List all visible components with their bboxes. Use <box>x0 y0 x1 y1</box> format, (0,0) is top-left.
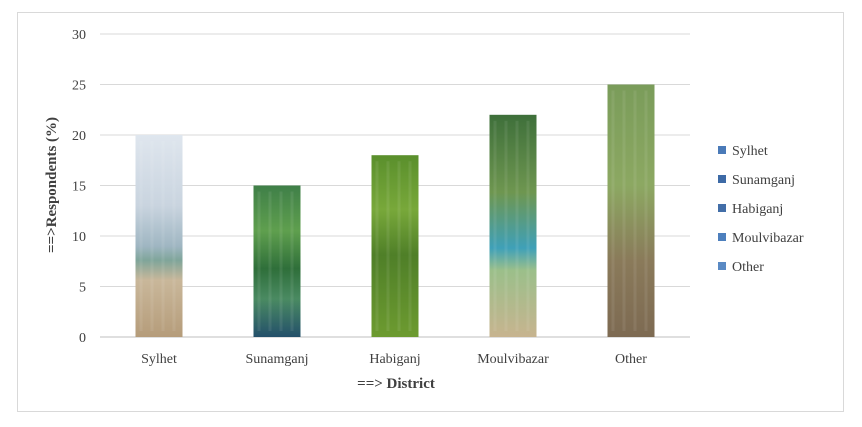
bar-texture-streak <box>633 90 637 331</box>
legend-swatch <box>718 233 726 241</box>
bars <box>135 84 655 337</box>
bar-texture-streak <box>161 141 165 331</box>
bar-texture-streak <box>622 90 626 331</box>
y-tick-label: 30 <box>72 28 86 43</box>
bar-texture-streak <box>139 141 143 331</box>
bar-texture-streak <box>493 120 497 331</box>
legend-label: Other <box>732 260 764 275</box>
bar-texture-streak <box>526 120 530 331</box>
y-tick-label: 20 <box>72 129 86 144</box>
x-axis-title: ==> District <box>357 376 435 392</box>
legend-item: Sylhet <box>718 144 768 159</box>
bar-texture-streak <box>268 191 272 331</box>
bar-group <box>607 84 655 337</box>
x-tick-label: Habiganj <box>369 352 420 367</box>
bar-texture-streak <box>644 90 648 331</box>
bar-texture-streak <box>279 191 283 331</box>
y-tick-labels: 0 5 10 15 20 25 30 <box>72 28 86 346</box>
bar-group <box>135 135 183 337</box>
y-axis-title: ==>Respondents (%) <box>44 117 60 253</box>
legend-label: Habiganj <box>732 202 783 217</box>
bar-habiganj <box>371 155 419 337</box>
bar-texture-streak <box>150 141 154 331</box>
legend-label: Sylhet <box>732 144 768 159</box>
bar-texture-streak <box>408 161 412 331</box>
bar-group <box>253 185 301 337</box>
legend-swatch <box>718 175 726 183</box>
bar-group <box>371 155 419 337</box>
bar-texture-streak <box>504 120 508 331</box>
legend: Sylhet Sunamganj Habiganj Moulvibazar Other <box>718 144 804 275</box>
bar-sunamganj <box>253 185 301 337</box>
bar-texture-streak <box>172 141 176 331</box>
bar-texture-streak <box>386 161 390 331</box>
legend-item: Sunamganj <box>718 173 795 188</box>
bar-other <box>607 84 655 337</box>
x-tick-label: Sunamganj <box>246 352 309 367</box>
x-tick-label: Moulvibazar <box>477 352 549 367</box>
bar-texture-streak <box>515 120 519 331</box>
bar-texture-streak <box>375 161 379 331</box>
legend-swatch <box>718 146 726 154</box>
x-tick-labels: Sylhet Sunamganj Habiganj Moulvibazar Other <box>141 352 647 367</box>
legend-swatch <box>718 262 726 270</box>
x-tick-label: Sylhet <box>141 352 177 367</box>
y-tick-label: 25 <box>72 79 86 94</box>
legend-item: Other <box>718 260 764 275</box>
legend-item: Habiganj <box>718 202 783 217</box>
y-tick-label: 5 <box>79 281 86 296</box>
bar-texture-streak <box>257 191 261 331</box>
legend-label: Moulvibazar <box>732 231 804 246</box>
bar-texture-streak <box>611 90 615 331</box>
bar-texture-streak <box>290 191 294 331</box>
bar-group <box>489 114 537 337</box>
legend-label: Sunamganj <box>732 173 795 188</box>
bar-moulvibazar <box>489 114 537 337</box>
legend-item: Moulvibazar <box>718 231 804 246</box>
legend-swatch <box>718 204 726 212</box>
y-tick-label: 10 <box>72 230 86 245</box>
x-tick-label: Other <box>615 352 647 367</box>
bar-sylhet <box>135 135 183 337</box>
bar-texture-streak <box>397 161 401 331</box>
gridlines <box>100 33 690 338</box>
y-tick-label: 15 <box>72 180 86 195</box>
y-tick-label: 0 <box>79 331 86 346</box>
